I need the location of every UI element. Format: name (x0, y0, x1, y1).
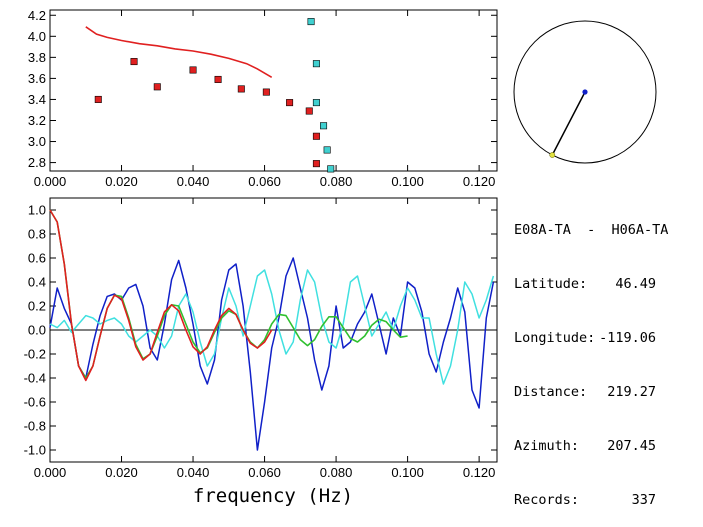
dispersion-point (327, 165, 335, 173)
azimuth-label: Azimuth: (514, 438, 580, 454)
latitude-row: Latitude: 46.49 (514, 275, 668, 293)
dispersion-point (323, 146, 331, 154)
coherency-x-tick-label: 0.040 (177, 465, 210, 480)
coherency-panel: 0.000 0.020 0.040 0.060 0.080 0.100 0.120 -1.0 -… (24, 197, 498, 507)
records-value: 337 (631, 492, 656, 508)
dispersion-y-tick-label: 3.4 (28, 92, 46, 107)
coherency-observed-curve (49, 257, 495, 451)
dispersion-marks (85, 18, 335, 173)
dispersion-ticks: 0.000 0.020 0.040 0.060 0.080 0.100 0.120 2.8 3.… (28, 8, 497, 189)
dispersion-y-tick-label: 2.8 (28, 155, 46, 170)
coherency-ticks: 0.000 0.020 0.040 0.060 0.080 0.100 0.120 -1.0 -… (24, 198, 497, 480)
dispersion-point (153, 83, 161, 91)
station-pair: E08A-TA - H06A-TA (514, 222, 669, 238)
dispersion-point (214, 75, 222, 83)
dispersion-point (237, 85, 245, 93)
coherency-x-tick-label: 0.060 (248, 465, 281, 480)
azimuth-compass (513, 20, 657, 164)
coherency-y-tick-label: 0.2 (28, 299, 46, 314)
distance-row: Distance: 219.27 (514, 383, 668, 401)
coherency-y-tick-label: 0.8 (28, 227, 46, 242)
coherency-y-tick-label: 1.0 (28, 203, 46, 218)
dispersion-x-tick-label: 0.120 (463, 174, 496, 189)
dispersion-point (312, 60, 320, 68)
dispersion-point (320, 122, 328, 130)
distance-label: Distance: (514, 384, 588, 400)
dispersion-point (130, 58, 138, 66)
coherency-y-tick-label: -0.8 (24, 419, 46, 434)
dispersion-point (305, 107, 313, 115)
dispersion-curve (85, 26, 273, 78)
dispersion-x-tick-label: 0.100 (391, 174, 424, 189)
dispersion-y-tick-label: 4.0 (28, 29, 46, 44)
records-label: Records: (514, 492, 580, 508)
partner-station-dot (549, 152, 556, 158)
latitude-value: 46.49 (615, 276, 656, 292)
coherency-x-tick-label: 0.000 (34, 465, 67, 480)
dispersion-plot-frame (49, 9, 498, 172)
dispersion-x-tick-label: 0.020 (105, 174, 138, 189)
coherency-x-tick-label: 0.020 (105, 465, 138, 480)
x-axis-label: frequency (Hz) (193, 485, 353, 507)
dispersion-y-tick-label: 3.2 (28, 113, 46, 128)
azimuth-value: 207.45 (607, 438, 656, 454)
dispersion-point (94, 95, 102, 103)
distance-value: 219.27 (607, 384, 656, 400)
dispersion-point (286, 99, 294, 107)
coherency-model-red-curve (49, 209, 273, 382)
longitude-label: Longitude: (514, 330, 596, 346)
latitude-label: Latitude: (514, 276, 588, 292)
dispersion-point (312, 132, 320, 140)
dispersion-x-tick-label: 0.000 (34, 174, 67, 189)
coherency-x-tick-label: 0.120 (463, 465, 496, 480)
dispersion-x-tick-label: 0.080 (320, 174, 353, 189)
coherency-y-tick-label: 0.6 (28, 251, 46, 266)
azimuth-line (551, 91, 586, 156)
coherency-model-green-curve (49, 209, 408, 379)
dispersion-x-tick-label: 0.040 (177, 174, 210, 189)
dispersion-y-tick-label: 3.0 (28, 134, 46, 149)
coherency-y-tick-label: 0.4 (28, 275, 46, 290)
coherency-x-tick-label: 0.100 (391, 465, 424, 480)
dispersion-y-tick-label: 3.6 (28, 71, 46, 86)
dispersion-point (307, 18, 315, 26)
dispersion-x-tick-label: 0.060 (248, 174, 281, 189)
dispersion-y-tick-label: 3.8 (28, 50, 46, 65)
coherency-x-tick-label: 0.080 (320, 465, 353, 480)
dispersion-panel: 0.000 0.020 0.040 0.060 0.080 0.100 0.120 2.8 3.… (28, 8, 498, 189)
station-info-panel: E08A-TA - H06A-TA Latitude: 46.49 Longitu… (514, 185, 668, 527)
records-row: Records: 337 (514, 491, 668, 509)
dispersion-point (312, 160, 320, 168)
dispersion-point (312, 99, 320, 107)
coherency-y-tick-label: -0.6 (24, 395, 46, 410)
compass-circle (513, 20, 657, 164)
coherency-y-tick-label: -0.4 (24, 371, 46, 386)
coherency-y-tick-label: -1.0 (24, 443, 46, 458)
coherency-observed-alt-curve (49, 269, 495, 385)
dispersion-y-tick-label: 4.2 (28, 8, 46, 23)
coherency-y-tick-label: -0.2 (24, 347, 46, 362)
dispersion-point (262, 88, 270, 96)
dispersion-point (189, 66, 197, 74)
longitude-value: -119.06 (599, 330, 656, 346)
coherency-marks (49, 209, 495, 451)
station-dot (582, 89, 588, 95)
coherency-y-tick-label: 0.0 (28, 323, 46, 338)
longitude-row: Longitude: -119.06 (514, 329, 668, 347)
azimuth-row: Azimuth: 207.45 (514, 437, 668, 455)
